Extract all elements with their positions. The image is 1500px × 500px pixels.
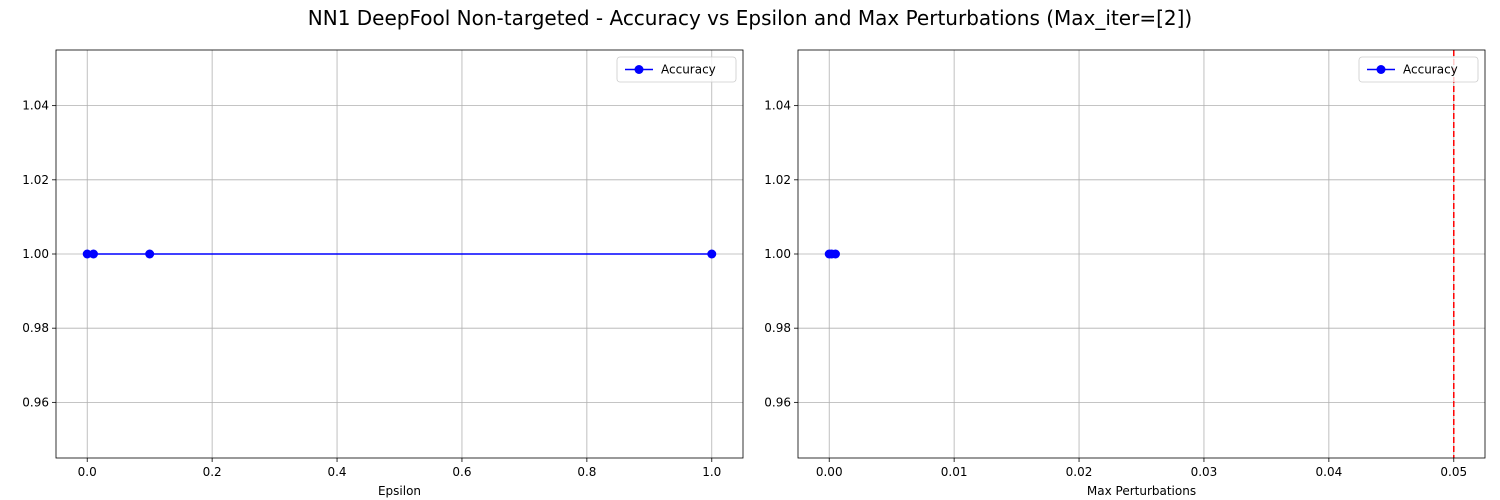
y-tick-label: 1.04: [764, 99, 791, 113]
data-point: [145, 249, 155, 259]
legend-marker: [634, 65, 644, 74]
y-tick-label: 1.00: [22, 247, 49, 261]
subplot-epsilon: 0.0 0.2 0.4 0.6 0.8 1.0 0.96 0.98 1.00 1.02 1.04 Ep…: [22, 49, 744, 498]
y-tick-label: 0.96: [764, 395, 791, 409]
x-tick-label: 0.4: [327, 465, 346, 479]
subplot-max-perturbations: 0.00 0.01 0.02 0.03 0.04 0.05 0.96 0.98 1.00 1.02…: [764, 49, 1486, 498]
y-tick-label: 1.02: [22, 173, 49, 187]
x-axis-label: Epsilon: [378, 484, 421, 498]
figure-title: NN1 DeepFool Non-targeted - Accuracy vs …: [307, 6, 1193, 30]
x-tick-label: 0.2: [203, 465, 222, 479]
x-tick-label: 1.0: [702, 465, 721, 479]
x-tick-label: 0.05: [1440, 465, 1467, 479]
legend-box: [1358, 56, 1479, 83]
y-tick-label: 0.96: [22, 395, 49, 409]
y-tick-label: 1.04: [22, 99, 49, 113]
x-tick-label: 0.0: [78, 465, 97, 479]
y-tick-label: 0.98: [22, 321, 49, 335]
x-tick-label: 0.04: [1316, 465, 1343, 479]
x-tick-label: 0.8: [577, 465, 596, 479]
data-point: [88, 249, 98, 259]
legend-box: [616, 56, 737, 83]
y-tick-label: 0.98: [764, 321, 791, 335]
x-tick-label: 0.6: [452, 465, 471, 479]
legend-label: Accuracy: [1403, 63, 1458, 77]
legend-marker: [1376, 65, 1386, 74]
data-point: [830, 249, 840, 259]
x-tick-label: 0.03: [1191, 465, 1218, 479]
y-tick-label: 1.00: [764, 247, 791, 261]
data-point: [82, 249, 92, 259]
legend-label: Accuracy: [661, 63, 716, 77]
axes-frame: [797, 49, 1486, 459]
x-tick-label: 0.00: [816, 465, 843, 479]
data-point: [707, 249, 717, 259]
x-axis-label: Max Perturbations: [1087, 484, 1196, 498]
axes-frame: [55, 49, 744, 459]
x-tick-label: 0.02: [1066, 465, 1093, 479]
x-tick-label: 0.01: [941, 465, 968, 479]
y-tick-label: 1.02: [764, 173, 791, 187]
